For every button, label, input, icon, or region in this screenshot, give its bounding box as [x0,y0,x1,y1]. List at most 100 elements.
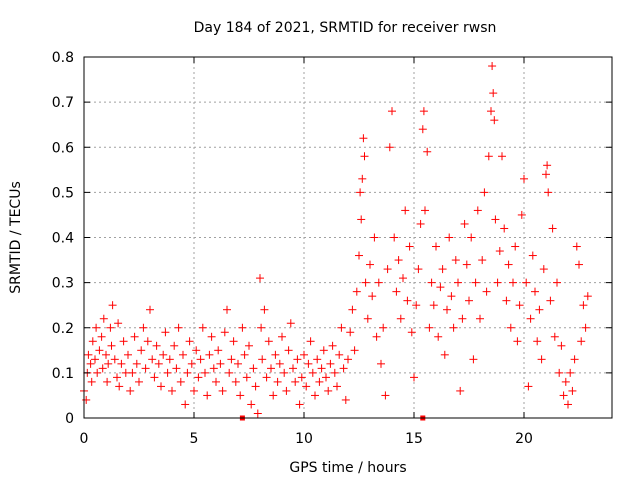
data-point [471,278,480,287]
data-point [520,174,528,183]
data-point [526,314,535,323]
data-point [368,292,377,301]
data-point [476,314,484,323]
data-point [436,283,445,292]
data-point [328,341,337,350]
data-point [509,278,517,287]
data-point [443,305,451,314]
data-point [157,382,165,391]
data-point [467,233,476,242]
data-point [146,305,154,314]
data-point [460,219,469,228]
data-point [313,355,322,364]
data-point [192,346,201,355]
x-tick-label: 5 [190,431,199,447]
data-point [115,382,124,391]
data-point [577,337,586,346]
data-point [190,386,198,395]
data-point [114,319,123,328]
data-point [434,332,443,341]
data-point [399,274,407,283]
y-tick-label: 0.4 [52,231,74,247]
data-point [165,355,174,364]
data-point [152,341,161,350]
data-point [356,188,365,197]
data-point [528,251,537,260]
data-point [267,364,275,373]
data-point [93,368,102,377]
data-point [544,188,553,197]
data-point [438,265,447,274]
data-point [341,395,350,404]
data-point [531,287,539,296]
data-point [427,278,436,287]
data-point [124,350,132,359]
data-point [401,206,410,215]
data-point [506,323,515,332]
data-point [555,368,564,377]
data-point [139,323,148,332]
data-point [253,409,262,418]
data-point [546,296,555,305]
data-point [311,391,319,400]
data-point [564,400,572,409]
data-point [324,386,333,395]
data-point [372,332,381,341]
data-point [220,328,229,337]
data-point [511,242,520,251]
data-point [407,328,416,337]
data-point [535,305,544,314]
data-point [533,337,542,346]
data-point [500,224,509,233]
data-point [458,314,467,323]
data-point [537,355,546,364]
data-point [258,355,267,364]
data-point [370,233,379,242]
data-point [179,350,187,359]
chart-title: Day 184 of 2021, SRMTID for receiver rws… [194,20,497,36]
data-point [209,364,218,373]
data-point [561,377,570,386]
data-point [119,337,128,346]
data-point [183,368,192,377]
data-point [330,368,339,377]
data-point [493,278,502,287]
data-point [517,210,526,219]
data-point [163,368,172,377]
data-point [322,373,330,382]
data-point [348,305,357,314]
data-point [262,373,271,382]
y-tick-label: 0.5 [52,185,74,201]
data-point [207,332,216,341]
x-tick-label: 15 [405,431,423,447]
data-point [132,359,141,368]
data-point [432,242,440,251]
data-point [236,391,245,400]
data-point [361,278,370,287]
data-point [421,206,429,215]
data-point [99,314,108,323]
data-point [363,314,372,323]
data-point [359,134,368,143]
y-axis-title: SRMTID / TECUs [8,181,24,294]
data-point [344,355,352,364]
y-tick-label: 0.6 [52,140,74,156]
data-point [451,256,460,265]
data-point [223,305,231,314]
data-point [130,332,139,341]
data-point [102,350,110,359]
data-point [280,368,289,377]
data-point [381,391,390,400]
data-point [174,323,183,332]
data-point [339,364,348,373]
data-point [225,368,234,377]
data-point [396,314,405,323]
data-point [484,152,493,161]
data-point [172,364,181,373]
data-point [495,247,504,256]
data-point [515,301,524,310]
data-point [449,323,458,332]
data-point [473,206,482,215]
data-point [326,359,335,368]
data-point [229,337,238,346]
